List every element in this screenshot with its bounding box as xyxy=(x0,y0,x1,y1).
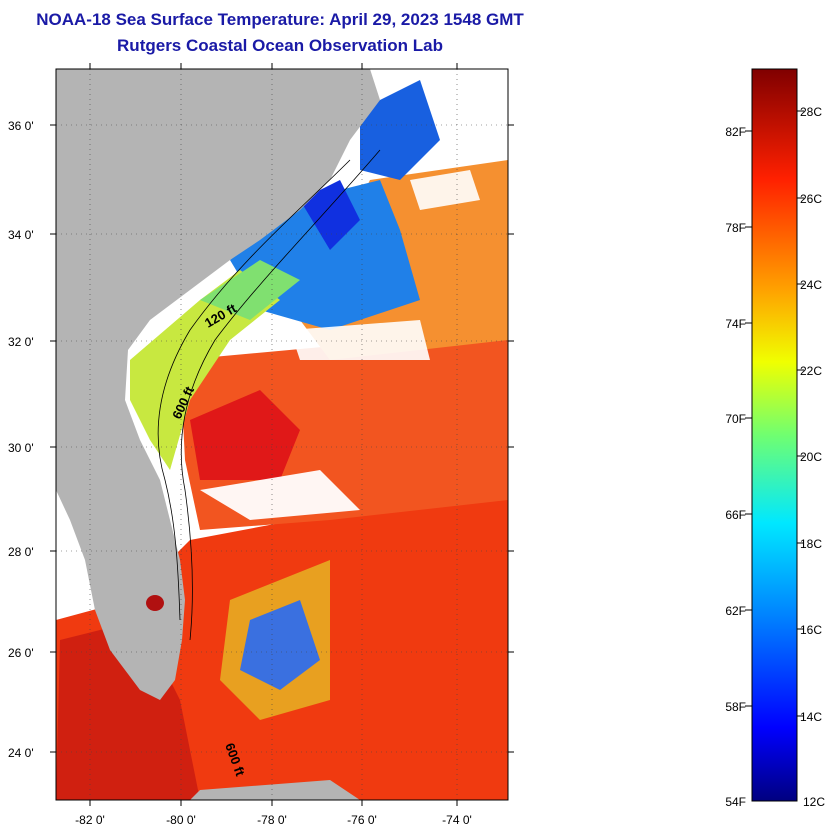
lake-okeechobee xyxy=(146,595,164,611)
colorbar-f-66: 66F xyxy=(725,508,746,522)
colorbar xyxy=(751,68,798,802)
colorbar-f-58: 58F xyxy=(725,700,746,714)
axis-ticks xyxy=(50,63,514,806)
sst-gulf-stream-core xyxy=(190,390,300,480)
colorbar-c-16: 16C xyxy=(800,623,822,637)
lat-label-30: 30 0' xyxy=(8,441,34,455)
colorbar-c-22: 22C xyxy=(800,364,822,378)
colorbar-c-14: 14C xyxy=(800,710,822,724)
colorbar-c-24: 24C xyxy=(800,278,822,292)
sst-coastal-band xyxy=(130,270,280,470)
graticule xyxy=(56,69,508,800)
lon-label-74: -74 0' xyxy=(442,813,472,827)
lat-label-24: 24 0' xyxy=(8,746,34,760)
sst-gulf-warm xyxy=(56,620,200,800)
lon-label-80: -80 0' xyxy=(166,813,196,827)
contour-600ft xyxy=(180,149,381,641)
colorbar-ticks xyxy=(745,110,804,717)
sst-coldest-shelf xyxy=(300,180,360,250)
lon-label-76: -76 0' xyxy=(347,813,377,827)
land-mass xyxy=(56,69,380,700)
colorbar-c-28: 28C xyxy=(800,105,822,119)
map-frame xyxy=(55,68,509,801)
colorbar-f-74: 74F xyxy=(725,317,746,331)
cloud-patch xyxy=(290,320,430,360)
map-subtitle: Rutgers Coastal Ocean Observation Lab xyxy=(117,36,443,55)
colorbar-f-82: 82F xyxy=(725,125,746,139)
map-area: 120 ft 600 ft 600 ft xyxy=(56,69,508,800)
sst-bank-cool xyxy=(240,600,320,690)
lat-label-26: 26 0' xyxy=(8,646,34,660)
lon-label-82: -82 0' xyxy=(75,813,105,827)
contour-120ft xyxy=(157,159,351,621)
colorbar-c-18: 18C xyxy=(800,537,822,551)
lat-label-36: 36 0' xyxy=(8,119,34,133)
sst-cool-north xyxy=(360,80,440,180)
colorbar-f-62: 62F xyxy=(725,604,746,618)
lat-label-32: 32 0' xyxy=(8,335,34,349)
land-cuba xyxy=(190,780,360,800)
lat-label-28: 28 0' xyxy=(8,545,34,559)
lon-label-78: -78 0' xyxy=(257,813,287,827)
map-title: NOAA-18 Sea Surface Temperature: April 2… xyxy=(36,10,524,29)
colorbar-f-78: 78F xyxy=(725,221,746,235)
colorbar-f-70: 70F xyxy=(725,412,746,426)
colorbar-c-12: 12C xyxy=(803,795,825,809)
cloud-patch xyxy=(410,170,480,210)
colorbar-c-20: 20C xyxy=(800,450,822,464)
colorbar-f-54: 54F xyxy=(725,795,746,809)
sst-coastal-green xyxy=(200,260,300,320)
lat-label-34: 34 0' xyxy=(8,228,34,242)
colorbar-c-26: 26C xyxy=(800,192,822,206)
cloud-patch xyxy=(200,470,360,520)
